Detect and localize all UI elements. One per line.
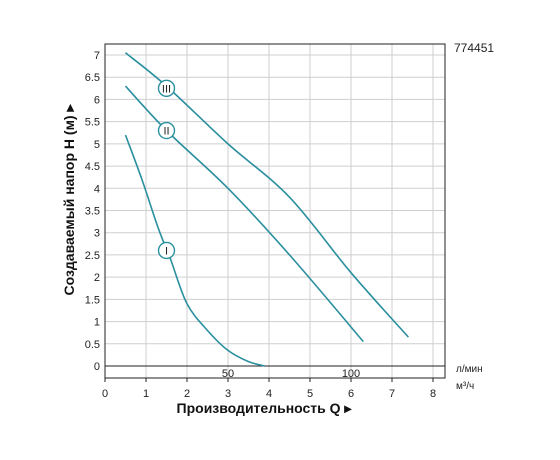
y-tick-label: 2.5 [85,250,100,262]
y-tick-label: 5.5 [85,117,100,129]
x-tick-label: 1 [143,388,149,400]
grid [105,44,445,378]
curve-label-ii: II [163,126,169,138]
x-tick-label: 4 [266,388,272,400]
plot-frame [104,43,446,379]
y-tick-label: 4 [94,183,100,195]
model-code: 774451 [454,41,494,55]
x-secondary-tick-label: 50 [222,368,234,380]
x-tick-label: 0 [102,388,108,400]
x-secondary-tick-label: 100 [342,368,360,380]
curve-label-i: I [165,245,168,257]
y-tick-label: 3 [94,228,100,240]
y-tick-label: 4.5 [85,161,100,173]
y-tick-label: 7 [94,50,100,62]
x-secondary-unit-label: л/мин [456,364,483,375]
y-tick-label: 6 [94,94,100,106]
x-tick-label: 5 [307,388,313,400]
y-tick-label: 0.5 [85,339,100,351]
x-tick-label: 6 [348,388,354,400]
y-tick-label: 0 [94,361,100,373]
y-tick-label: 1 [94,317,100,329]
x-axis-title: Производительность Q ▸ [177,400,353,416]
curve-i [124,134,266,367]
x-tick-label: 2 [184,388,190,400]
y-tick-label: 3.5 [85,206,100,218]
curve-ii [124,85,364,343]
curve-label-circle-i [157,241,176,260]
y-tick-label: 1.5 [85,294,100,306]
y-axis-title: Создаваемый напор H (м) ▸ [61,104,77,296]
tick-labels: 0 0.5 1 1.5 2 2.5 3 3.5 4 4.5 5 5.5 6 6.5 7 0 1 2 3 4 5 6 7 8 50… [85,50,436,400]
curve-label-iii: III [162,83,171,95]
y-tick-label: 5 [94,139,100,151]
curve-label-circle-iii [157,79,176,98]
x-unit-label: м³/ч [456,381,474,392]
curve-label-circle-ii [157,121,176,140]
x-tick-label: 3 [225,388,231,400]
y-tick-label: 6.5 [85,72,100,84]
x-tick-label: 8 [430,388,436,400]
y-tick-label: 2 [94,272,100,284]
x-tick-label: 7 [389,388,395,400]
